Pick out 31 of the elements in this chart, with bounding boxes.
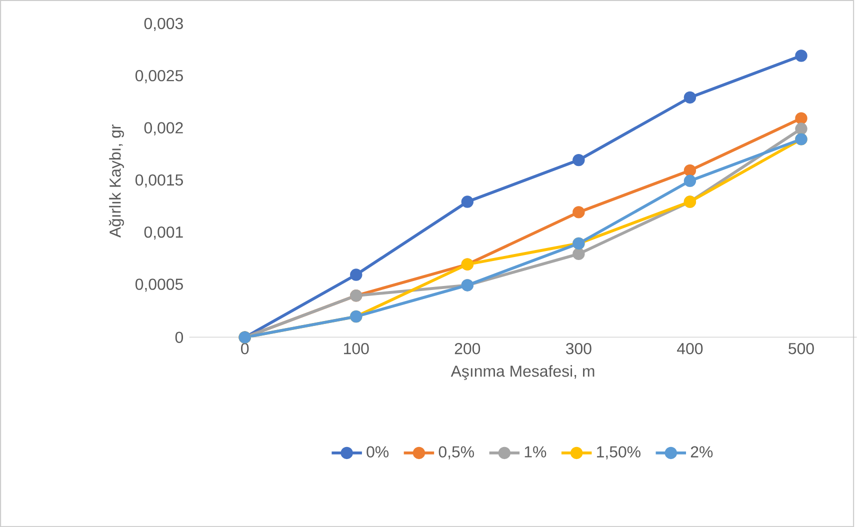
x-tick-label: 0	[241, 342, 249, 354]
point	[572, 248, 585, 260]
y-tick-label: 0,0005	[135, 278, 183, 292]
point	[684, 91, 696, 104]
y-tick-label: 0,0015	[135, 174, 183, 188]
y-tick-label: 0,003	[144, 18, 183, 31]
x-tick-label: 100	[344, 342, 369, 354]
y-tick-label: 0,0025	[135, 70, 183, 84]
y-tick-label: 0	[175, 332, 184, 343]
x-tick-label: 500	[788, 342, 814, 354]
point	[684, 174, 696, 187]
point	[461, 196, 474, 208]
point	[795, 50, 808, 62]
point	[795, 122, 808, 135]
legend-label: 0,5%	[438, 446, 474, 460]
y-axis-title: Ağırlık Kaybı, gr	[108, 124, 124, 238]
y-tick-label: 0,001	[144, 226, 183, 240]
y-tick-label: 0,002	[144, 122, 183, 136]
point	[684, 164, 696, 176]
legend-label: 1%	[524, 446, 546, 458]
point	[572, 206, 585, 218]
x-axis-title: Aşınma Mesafesi, m	[450, 365, 594, 380]
x-tick-label: 300	[566, 342, 592, 354]
x-tick-label: 400	[677, 342, 703, 354]
point	[795, 112, 808, 124]
legend-label: 1,50%	[597, 446, 640, 460]
legend-label: 0%	[366, 446, 389, 458]
legend-label: 2%	[690, 446, 713, 458]
point	[350, 268, 362, 281]
point	[572, 154, 585, 166]
x-tick-label: 200	[454, 342, 480, 354]
